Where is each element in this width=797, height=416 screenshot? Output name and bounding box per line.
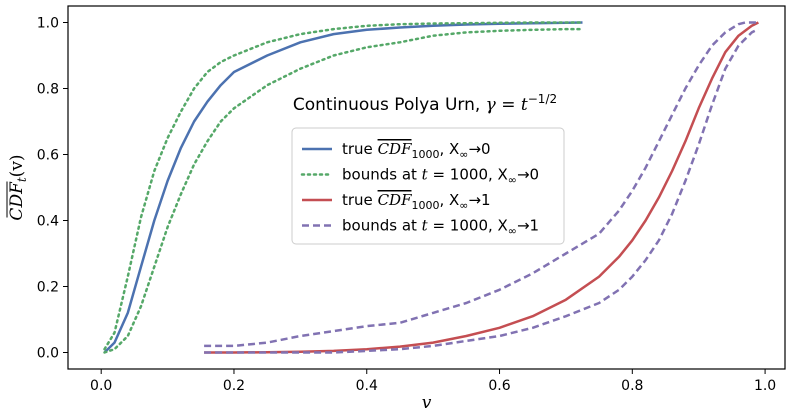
- series-line-1: [103, 21, 584, 351]
- x-tick-label: 0.6: [488, 378, 510, 394]
- y-axis-label-sub: t: [15, 177, 29, 182]
- legend-label-0: true CDF1000, X∞→0: [342, 140, 491, 161]
- legend: true CDF1000, X∞→0 bounds at t = 1000, X∞…: [291, 127, 565, 245]
- x-tick-label: 0.0: [90, 378, 112, 394]
- y-tick-label: 0.6: [37, 148, 59, 164]
- y-tick-label: 0.8: [37, 82, 59, 98]
- y-tick-label: 0.0: [37, 346, 59, 362]
- series-line-2: [103, 27, 584, 354]
- chart-title-main: Continuous Polya Urn,: [293, 95, 486, 115]
- y-axis-label-rest: (v): [7, 154, 27, 177]
- x-axis-label: v: [422, 393, 432, 413]
- series-line-5: [204, 27, 759, 354]
- chart-title-t: t: [521, 95, 528, 115]
- chart-title-eq: =: [496, 95, 521, 115]
- x-tick-label: 1.0: [754, 378, 776, 394]
- x-axis-ticks: 0.0 0.2 0.4 0.6 0.8 1.0: [90, 369, 776, 394]
- legend-label-3: bounds at t = 1000, X∞→1: [342, 217, 539, 238]
- chart-title-exp: −1/2: [528, 92, 557, 106]
- legend-box: [291, 127, 565, 245]
- y-axis-label-main: CDF: [7, 181, 27, 221]
- chart-title-gamma: γ: [486, 95, 497, 115]
- x-tick-label: 0.4: [356, 378, 378, 394]
- legend-label-1: bounds at t = 1000, X∞→0: [342, 166, 539, 187]
- legend-label-2: true CDF1000, X∞→1: [342, 191, 491, 212]
- y-tick-label: 1.0: [37, 16, 59, 32]
- y-axis-ticks: 0.0 0.2 0.4 0.6 0.8 1.0: [37, 16, 68, 362]
- series-line-3: [204, 21, 759, 354]
- y-tick-label: 0.4: [37, 214, 59, 230]
- y-axis-label: CDFt(v): [6, 154, 29, 221]
- x-tick-label: 0.2: [223, 378, 245, 394]
- y-tick-label: 0.2: [37, 280, 59, 296]
- chart-title: Continuous Polya Urn, γ = t−1/2: [293, 92, 557, 115]
- series-layer: [103, 21, 759, 354]
- x-tick-label: 0.8: [621, 378, 643, 394]
- svg-text:CDFt(v): CDFt(v): [7, 154, 29, 220]
